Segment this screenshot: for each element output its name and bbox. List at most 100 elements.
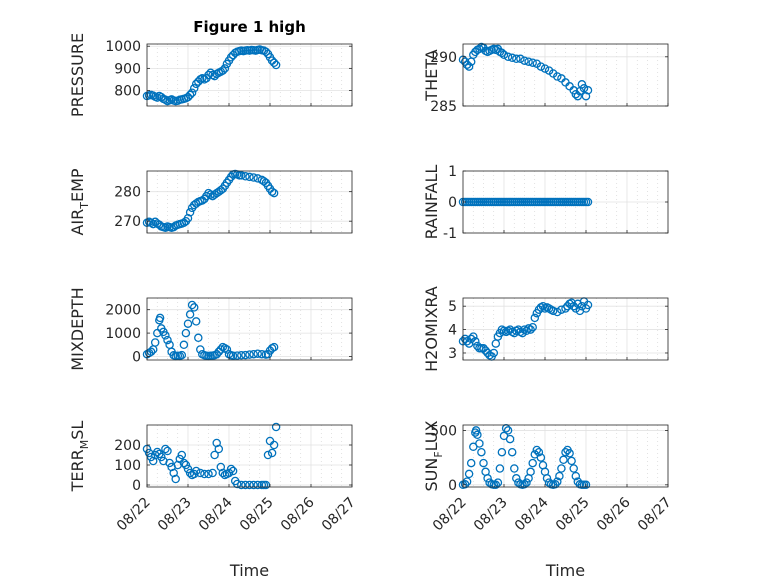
data-point xyxy=(497,48,507,58)
data-point xyxy=(567,456,576,466)
data-point xyxy=(267,448,277,458)
data-point xyxy=(495,464,505,473)
data-point xyxy=(557,305,566,314)
y-tick-label: 0 xyxy=(448,478,457,494)
data-point xyxy=(479,458,488,468)
panel-mixdepth: 0 1000 2000 MIXDEPTH xyxy=(68,287,353,371)
panel-pressure: 800 900 1000 PRESSURE Figure 1 high xyxy=(68,18,353,117)
data-point xyxy=(249,480,258,490)
data-point xyxy=(183,319,193,328)
data-point xyxy=(583,197,593,207)
plot-area xyxy=(463,298,668,360)
data-point xyxy=(583,300,593,310)
data-point xyxy=(528,458,537,468)
x-axis-label: Time xyxy=(545,561,585,580)
data-point xyxy=(469,332,478,341)
x-tick-label: 08/25 xyxy=(237,494,277,534)
data-point xyxy=(181,328,191,338)
data-point xyxy=(241,172,250,181)
y-tick-label: 500 xyxy=(430,423,457,439)
x-tick-label: 08/22 xyxy=(430,494,470,534)
data-point xyxy=(261,47,271,57)
axes-box xyxy=(146,43,353,107)
data-point xyxy=(581,91,591,101)
y-tick-label: 2000 xyxy=(105,303,141,319)
data-point xyxy=(569,301,578,311)
axes-box xyxy=(146,170,353,234)
data-point xyxy=(218,66,228,75)
chart-title: Figure 1 high xyxy=(193,18,306,36)
data-point xyxy=(473,430,482,440)
data-point xyxy=(194,333,203,343)
data-point xyxy=(553,307,562,317)
data-point xyxy=(514,478,523,487)
data-point xyxy=(241,480,250,490)
y-tick-label: 0 xyxy=(448,195,457,211)
data-point xyxy=(569,464,578,473)
y-tick-label: 280 xyxy=(114,185,141,201)
axes-box xyxy=(462,43,669,107)
data-point xyxy=(528,322,537,332)
data-point xyxy=(183,464,193,474)
panel-rainfall: -1 0 1 RAINFALL xyxy=(422,164,669,242)
data-point xyxy=(179,458,189,468)
data-point xyxy=(536,453,546,462)
data-point xyxy=(163,446,172,456)
data-point xyxy=(497,447,507,457)
data-point xyxy=(218,468,228,478)
y-tick-label: 270 xyxy=(114,214,141,230)
data-point xyxy=(228,351,238,361)
data-point xyxy=(526,325,535,334)
x-tick-label: 08/26 xyxy=(594,494,634,534)
panel-sun_flux: 0 500 08/22 08/23 08/24 08/25 08/26 08/27 Time SU… xyxy=(422,420,675,580)
data-point xyxy=(177,450,187,460)
y-tick-label: 100 xyxy=(114,458,141,474)
y-tick-label: 5 xyxy=(448,299,457,315)
data-point xyxy=(540,64,550,73)
data-point xyxy=(249,349,258,359)
data-point xyxy=(557,464,566,473)
data-point xyxy=(179,340,189,350)
y-tick-label: -1 xyxy=(443,226,457,242)
y-tick-label: 4 xyxy=(448,323,457,339)
data-point xyxy=(522,478,531,487)
data-point xyxy=(185,310,195,319)
data-point xyxy=(153,93,162,102)
data-point xyxy=(553,477,562,486)
plot-area xyxy=(147,298,352,360)
data-point xyxy=(155,313,165,323)
data-point xyxy=(171,474,180,484)
data-point xyxy=(220,64,230,73)
data-point xyxy=(581,480,591,490)
data-point xyxy=(249,173,258,182)
data-point xyxy=(477,447,486,457)
data-point xyxy=(471,337,480,346)
data-point xyxy=(577,301,587,311)
data-point xyxy=(257,349,267,359)
data-point xyxy=(216,345,226,354)
data-point xyxy=(491,480,501,490)
data-point xyxy=(185,208,195,217)
data-point xyxy=(267,187,277,196)
data-point xyxy=(475,439,484,448)
data-point xyxy=(261,480,271,490)
y-axis-label: AIRTEMP xyxy=(68,168,91,235)
data-point xyxy=(571,471,581,481)
axes-box xyxy=(146,297,353,361)
panel-h2omixra: 3 4 5 H2OMIXRA xyxy=(422,286,669,372)
data-point xyxy=(462,477,472,486)
data-point xyxy=(532,445,542,455)
data-point xyxy=(146,452,156,462)
data-point xyxy=(512,54,521,64)
data-point xyxy=(534,447,544,457)
data-point xyxy=(237,171,246,180)
data-point xyxy=(512,474,521,483)
data-point xyxy=(263,450,273,460)
x-tick-label: 08/26 xyxy=(278,494,318,534)
data-point xyxy=(189,303,199,312)
data-point xyxy=(520,56,529,65)
data-point xyxy=(181,460,191,470)
y-tick-label: 290 xyxy=(430,50,457,66)
data-point xyxy=(573,91,583,101)
